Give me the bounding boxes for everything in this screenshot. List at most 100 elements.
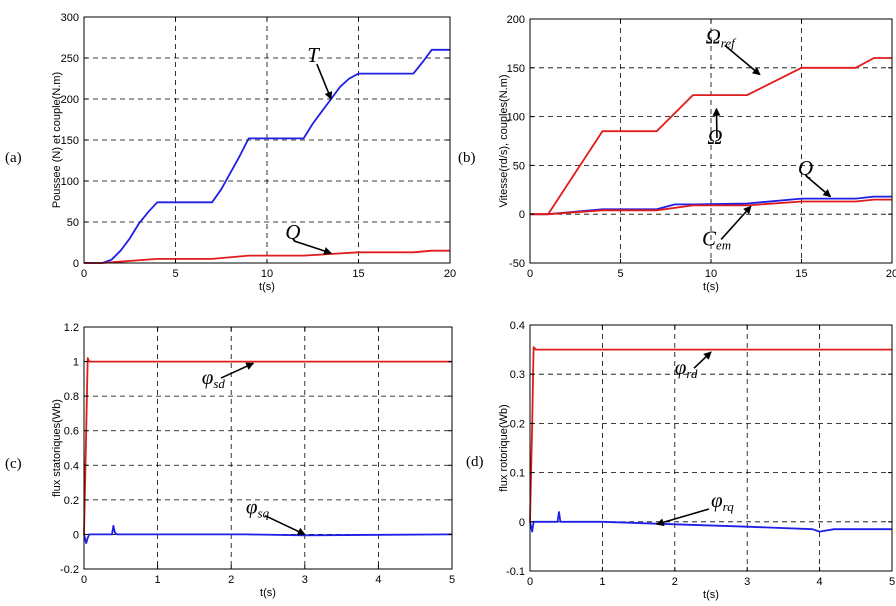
annotation-symbol: φ	[246, 495, 258, 519]
series-line-blue-1	[529, 511, 892, 533]
series-line-red-1	[84, 249, 450, 264]
x-tick-label: 2	[672, 576, 678, 588]
y-tick-label: 0	[519, 517, 525, 529]
panel-label: (a)	[5, 150, 22, 166]
annotation-arrow	[712, 107, 721, 138]
annotation-symbol: φ	[711, 488, 723, 512]
y-tick-label: 0.3	[510, 369, 525, 381]
x-axis-label: t(s)	[703, 589, 719, 601]
panel-label: (b)	[458, 150, 476, 166]
x-tick-label: 5	[617, 268, 623, 280]
x-tick-label: 0	[81, 268, 87, 280]
x-axis-label: t(s)	[259, 281, 275, 293]
y-axis-label: Poussee (N) et couple(N.m)	[51, 72, 63, 208]
annotation-label: Ωref	[706, 24, 738, 50]
chart-panel-c: 0 1 2 3 4 5-0.200.20.40.60.811.2t(s)flux stat…	[5, 322, 455, 599]
panel-label: (c)	[5, 456, 22, 472]
annotation-subscript: sq	[258, 506, 270, 521]
y-tick-label: 1	[73, 357, 79, 369]
axes-frame	[83, 326, 453, 570]
annotation-arrow	[316, 63, 333, 100]
y-tick-label: 0.4	[64, 460, 79, 472]
series-line-blue-0	[84, 48, 450, 264]
y-tick-label: -0.1	[506, 566, 525, 578]
x-tick-label: 5	[449, 574, 455, 586]
y-tick-label: 50	[513, 160, 525, 172]
series-line-red-0	[83, 357, 452, 535]
annotation-label: Cem	[702, 226, 731, 252]
x-tick-label: 0	[527, 268, 533, 280]
annotation-arrow	[724, 44, 761, 76]
x-tick-label: 10	[261, 268, 273, 280]
x-tick-label: 20	[886, 268, 896, 280]
y-tick-label: 100	[61, 176, 79, 188]
y-axis-label: Vitesse(rd/s), couples(N.m)	[498, 74, 510, 207]
annotation-subscript: ref	[721, 35, 737, 50]
annotation-symbol: Ω	[706, 24, 721, 48]
annotation-arrow	[720, 205, 752, 240]
y-tick-label: 0.8	[64, 391, 79, 403]
y-tick-label: 250	[61, 53, 79, 65]
x-tick-label: 1	[155, 574, 161, 586]
y-tick-label: 0	[519, 209, 525, 221]
y-tick-label: 0.2	[64, 495, 79, 507]
axes-frame	[529, 324, 893, 572]
x-tick-label: 4	[375, 574, 381, 586]
annotation-label: φsd	[202, 365, 226, 391]
x-tick-label: 20	[444, 268, 456, 280]
x-tick-label: 10	[705, 268, 717, 280]
x-tick-label: 3	[302, 574, 308, 586]
y-tick-label: 50	[67, 217, 79, 229]
y-tick-label: 0.6	[64, 426, 79, 438]
y-tick-label: 0.2	[510, 418, 525, 430]
x-tick-label: 2	[228, 574, 234, 586]
x-tick-label: 1	[599, 576, 605, 588]
annotation-label: Q	[798, 156, 813, 180]
x-tick-label: 3	[744, 576, 750, 588]
annotation-symbol: Ω	[707, 125, 722, 149]
series-line-red-0	[529, 346, 892, 522]
y-tick-label: -0.2	[60, 564, 79, 576]
panel-label: (d)	[466, 454, 484, 470]
y-tick-label: 200	[61, 94, 79, 106]
series-line-blue-1	[83, 524, 453, 544]
annotation-arrow	[294, 240, 332, 255]
annotation-symbol: Q	[285, 220, 300, 244]
x-tick-label: 5	[889, 576, 895, 588]
y-tick-label: 150	[507, 63, 525, 75]
y-tick-label: 150	[61, 135, 79, 147]
annotation-symbol: φ	[202, 365, 214, 389]
y-tick-label: 300	[61, 12, 79, 24]
annotation-arrow	[693, 351, 712, 369]
x-tick-label: 0	[81, 574, 87, 586]
annotation-arrow	[655, 508, 710, 527]
chart-panel-d: 0 1 2 3 4 5-0.100.10.20.30.4t(s)flux rotoriqu…	[466, 320, 895, 601]
y-tick-label: -50	[509, 258, 525, 270]
annotation-label: T	[307, 43, 320, 67]
annotation-subscript: rd	[686, 366, 698, 381]
y-tick-label: 0.1	[510, 468, 525, 480]
series-line-red-1	[530, 57, 892, 216]
y-tick-label: 0.4	[510, 320, 525, 332]
annotation-arrow	[264, 514, 306, 536]
x-tick-label: 15	[352, 268, 364, 280]
x-axis-label: t(s)	[260, 587, 276, 599]
annotation-label: Ω	[707, 125, 722, 149]
x-tick-label: 4	[817, 576, 823, 588]
y-tick-label: 100	[507, 112, 525, 124]
annotation-symbol: Q	[798, 156, 813, 180]
y-tick-label: 200	[507, 14, 525, 26]
annotation-subscript: rq	[723, 499, 735, 514]
y-tick-label: 0	[73, 529, 79, 541]
annotation-symbol: C	[702, 226, 717, 250]
annotation-symbol: φ	[675, 355, 687, 379]
y-axis-label: flux statoriques(Wb)	[51, 399, 63, 497]
y-tick-label: 0	[73, 258, 79, 270]
annotation-arrow	[806, 176, 832, 198]
annotation-arrow	[220, 362, 255, 379]
x-tick-label: 15	[795, 268, 807, 280]
annotation-symbol: T	[307, 43, 320, 67]
